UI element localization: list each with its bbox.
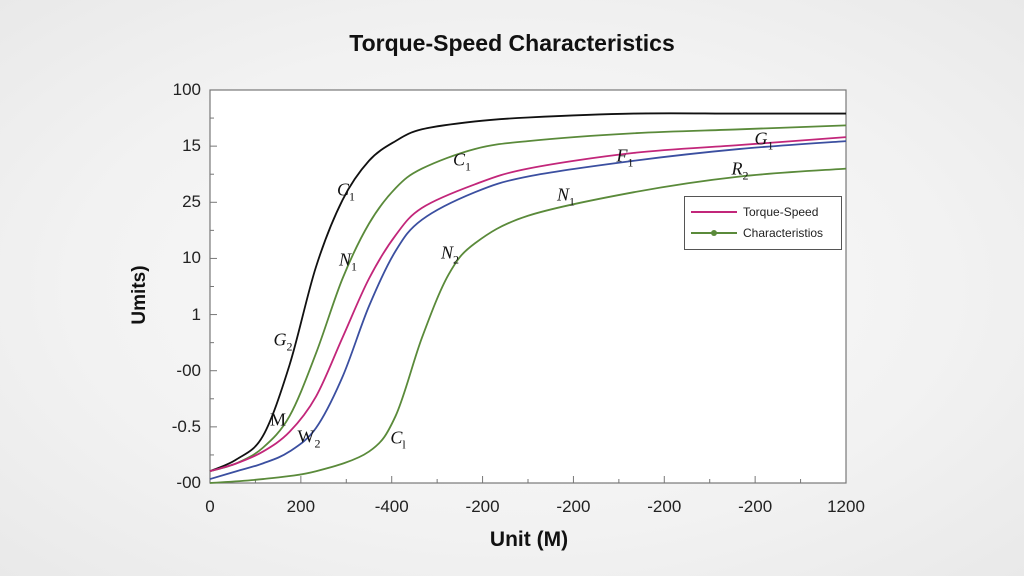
legend-label: Torque-Speed	[743, 205, 819, 219]
data-series	[209, 112, 847, 484]
legend-item-characteristics: Characteristios	[691, 226, 823, 240]
y-tick-label: -0.5	[171, 416, 201, 436]
x-tick-label: -200	[465, 497, 500, 516]
legend-label: Characteristios	[743, 226, 824, 240]
curve-annotation: G2	[273, 329, 293, 354]
x-tick-label: 0	[205, 497, 215, 516]
curve-annotation: G1	[754, 128, 774, 153]
y-tick-label: 15	[182, 136, 201, 156]
legend-swatch-line-dot	[691, 228, 737, 238]
legend: Torque-Speed Characteristios	[684, 196, 842, 250]
chart-title: Torque-Speed Characteristics	[349, 30, 675, 56]
x-tick-label: -400	[374, 497, 409, 516]
y-tick-label: 25	[182, 192, 201, 212]
curve-annotation: F1	[616, 145, 634, 170]
x-tick-label: -200	[556, 497, 591, 516]
series-green-2	[209, 167, 847, 484]
curve-annotation: C1	[336, 179, 356, 204]
y-tick-label: 100	[172, 80, 201, 99]
x-tick-label: 1200	[827, 497, 865, 516]
y-tick-label: 1	[191, 304, 201, 324]
x-tick-label: -200	[647, 497, 682, 516]
curve-annotation: W2	[297, 426, 321, 451]
curve-annotation: N1	[338, 249, 358, 274]
curve-annotation: N1	[556, 184, 576, 209]
curve-annotation: Cl	[390, 427, 406, 452]
series-blue	[209, 140, 847, 480]
x-tick-label: -200	[738, 497, 773, 516]
plot-frame	[209, 89, 847, 484]
curve-annotation: N2	[440, 242, 460, 267]
curve-annotation: R2	[731, 158, 749, 183]
axis-ticks	[209, 89, 847, 484]
series-magenta	[209, 136, 847, 473]
series-black	[209, 112, 846, 473]
legend-item-torque-speed: Torque-Speed	[691, 205, 818, 219]
series-green-1	[209, 124, 847, 473]
y-tick-label: 10	[182, 248, 201, 268]
y-tick-label: -00	[176, 473, 201, 492]
curve-annotation: C1	[452, 149, 472, 174]
legend-swatch-line	[691, 207, 737, 217]
curve-annotation: M	[269, 409, 287, 430]
y-tick-label: -00	[176, 360, 201, 380]
x-tick-label: 200	[286, 497, 316, 516]
x-axis-label: Unit (M)	[489, 528, 569, 551]
